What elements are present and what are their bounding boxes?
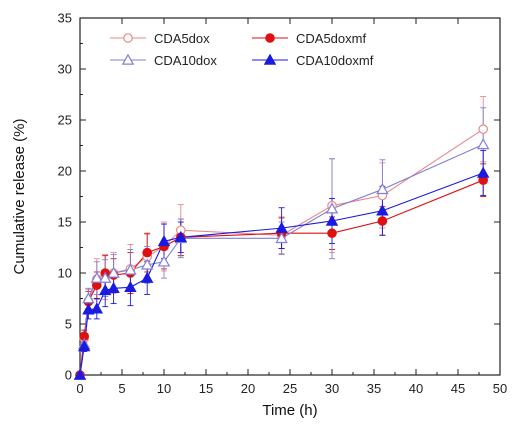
legend-marker-cda10doxmf bbox=[263, 53, 277, 65]
error-bars bbox=[81, 96, 487, 352]
data-point-cda10doxmf bbox=[124, 280, 137, 293]
y-tick-label: 0 bbox=[65, 368, 72, 383]
y-tick-label: 15 bbox=[58, 215, 72, 230]
x-tick-label: 20 bbox=[241, 381, 255, 396]
data-point-cda5doxmf bbox=[142, 247, 152, 258]
x-tick-label: 30 bbox=[325, 381, 339, 396]
x-tick-label: 15 bbox=[199, 381, 213, 396]
x-tick-label: 35 bbox=[367, 381, 381, 396]
data-point-cda10doxmf bbox=[82, 303, 95, 315]
data-point-cda10dox bbox=[124, 263, 137, 275]
data-point-cda10dox bbox=[476, 138, 490, 150]
x-axis-title: Time (h) bbox=[262, 402, 317, 419]
data-point-cda10doxmf bbox=[174, 230, 188, 243]
data-point-cda10dox bbox=[376, 182, 389, 195]
data-point-cda5doxmf bbox=[377, 216, 388, 226]
y-tick-label: 5 bbox=[65, 317, 72, 332]
data-point-cda10doxmf bbox=[275, 221, 288, 233]
legend-label-cda10dox: CDA10dox bbox=[154, 53, 217, 68]
data-point-cda10dox bbox=[90, 271, 104, 283]
series-line-cda10doxmf bbox=[79, 172, 484, 376]
data-point-cda10doxmf bbox=[157, 234, 171, 247]
data-point-cda10doxmf bbox=[476, 166, 490, 178]
x-tick-label: 45 bbox=[451, 381, 465, 396]
y-axis-title: Cumulative release (%) bbox=[11, 119, 28, 275]
x-tick-label: 5 bbox=[118, 381, 125, 396]
legend-marker-cda5doxmf bbox=[265, 33, 275, 43]
data-point-cda10doxmf bbox=[90, 302, 104, 314]
data-point-cda10doxmf bbox=[376, 204, 389, 216]
y-tick-label: 35 bbox=[58, 11, 72, 26]
x-tick-label: 25 bbox=[283, 381, 297, 396]
data-point-cda10dox bbox=[157, 255, 171, 267]
axes: 0 5 10 15 20 25 30 35 40 45 50 0 5 10 15 20 25 30 35 bbox=[58, 11, 508, 397]
data-point-cda10doxmf bbox=[107, 281, 120, 294]
y-tick-label: 30 bbox=[58, 62, 72, 77]
legend-marker-cda5dox bbox=[123, 33, 133, 43]
plot-frame bbox=[79, 17, 501, 376]
x-tick-label: 10 bbox=[157, 381, 171, 396]
data-point-cda5dox bbox=[478, 124, 488, 134]
x-tick-label: 50 bbox=[493, 381, 507, 396]
data-point-cda10dox bbox=[82, 292, 95, 304]
x-tick-label: 40 bbox=[409, 381, 423, 396]
legend-label-cda5dox: CDA5dox bbox=[154, 31, 210, 46]
y-tick-label: 25 bbox=[58, 113, 72, 128]
legend-label-cda10doxmf: CDA10doxmf bbox=[296, 53, 374, 68]
data-point-cda10doxmf bbox=[325, 214, 339, 226]
data-point-cda10doxmf bbox=[77, 340, 91, 352]
y-tick-label: 10 bbox=[58, 266, 72, 281]
data-point-cda10dox bbox=[275, 231, 288, 244]
data-point-cda10dox bbox=[140, 258, 154, 270]
legend-marker-cda10dox bbox=[121, 53, 135, 65]
data-point-cda5doxmf bbox=[327, 228, 337, 239]
x-tick-label: 0 bbox=[76, 381, 83, 396]
series-line-cda10dox bbox=[79, 143, 484, 376]
data-point-cda10doxmf bbox=[98, 283, 112, 296]
data-point-cda10doxmf bbox=[140, 271, 154, 283]
legend: CDA5dox CDA5doxmf CDA10dox CDA10doxmf bbox=[110, 31, 374, 68]
data-point-cda10dox bbox=[107, 266, 120, 278]
series-markers bbox=[73, 124, 490, 380]
data-point-cda10dox bbox=[325, 202, 339, 214]
data-point-cda10doxmf bbox=[73, 368, 87, 380]
y-tick-label: 20 bbox=[58, 164, 72, 179]
legend-label-cda5doxmf: CDA5doxmf bbox=[296, 31, 366, 46]
